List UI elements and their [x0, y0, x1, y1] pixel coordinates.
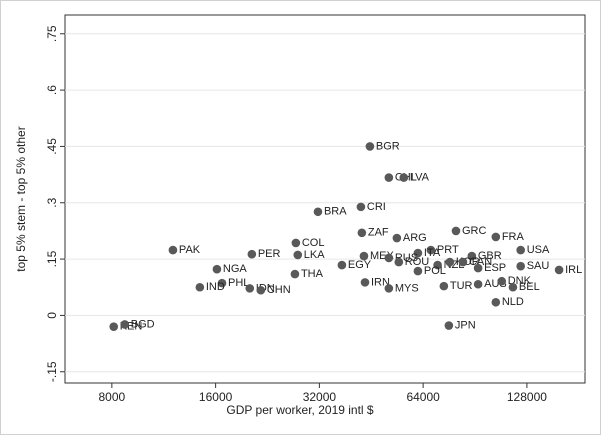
point-label: IRL: [565, 264, 582, 276]
plot-area: [64, 14, 586, 384]
x-axis-title: GDP per worker, 2019 intl $: [226, 403, 374, 417]
point-label: USA: [527, 244, 550, 256]
y-tick-label: .6: [45, 85, 59, 95]
point-label: LVA: [410, 172, 430, 184]
point: [554, 265, 564, 275]
point: [392, 233, 402, 243]
point: [473, 279, 483, 289]
point-label: ITA: [424, 247, 441, 259]
point: [293, 250, 303, 260]
point-label: BEL: [519, 281, 540, 293]
point-label: CHN: [267, 284, 291, 296]
point-label: ROU: [405, 256, 430, 268]
point: [247, 249, 257, 259]
point: [256, 285, 266, 295]
point-label: FRA: [502, 231, 525, 243]
point: [357, 228, 367, 238]
point-label: MYS: [395, 282, 419, 294]
point: [426, 245, 436, 255]
y-tick-label: .75: [45, 25, 59, 42]
point-label: IRN: [371, 276, 390, 288]
point-label: THA: [301, 268, 324, 280]
point-label: CRI: [367, 201, 386, 213]
point-label: PAK: [179, 244, 201, 256]
point: [384, 253, 394, 263]
point: [217, 278, 227, 288]
point-label: JPN: [455, 319, 476, 331]
y-tick-label: .3: [45, 197, 59, 207]
point: [120, 320, 130, 329]
point: [313, 207, 323, 217]
point-label: CAN: [469, 256, 492, 268]
x-tick-label: 64000: [406, 390, 440, 404]
point-label: NLD: [502, 296, 524, 308]
y-tick-label: .15: [45, 250, 59, 267]
point: [365, 142, 375, 151]
point-label: ZAF: [368, 227, 389, 239]
point: [497, 276, 507, 286]
point: [356, 202, 366, 212]
point: [491, 297, 501, 307]
point-label: ARG: [403, 232, 427, 244]
point-label: SAU: [527, 260, 550, 272]
x-tick-label: 8000: [99, 390, 126, 404]
point: [451, 226, 461, 236]
point-label: BGD: [131, 318, 155, 330]
y-axis-title: top 5% stem - top 5% other: [14, 126, 28, 271]
point: [413, 266, 423, 276]
y-tick-label: .45: [45, 138, 59, 155]
point: [491, 232, 501, 242]
y-tick-label: 0: [45, 312, 59, 319]
point-label: TUR: [450, 280, 473, 292]
point: [445, 257, 455, 267]
point-label: PHL: [228, 277, 249, 289]
point-label: EGY: [348, 259, 372, 271]
point: [195, 282, 205, 292]
x-tick-label: 16000: [199, 390, 233, 404]
point-label: PER: [258, 248, 281, 260]
point-label: GRC: [462, 225, 487, 237]
point: [245, 284, 255, 293]
point-label: BGR: [376, 140, 400, 152]
x-tick-label: 128000: [507, 390, 547, 404]
point-label: PRT: [437, 244, 459, 256]
point: [473, 263, 483, 273]
point: [413, 248, 423, 258]
point-label: ESP: [484, 262, 506, 274]
y-tick-label: -.15: [45, 361, 59, 382]
point: [439, 281, 449, 291]
point-label: GBR: [478, 250, 502, 262]
point: [508, 282, 518, 292]
point-label: LKA: [304, 249, 325, 261]
point: [433, 260, 442, 270]
point: [168, 245, 178, 255]
point-label: POL: [424, 265, 446, 277]
point: [337, 260, 347, 270]
point-label: IND: [206, 281, 225, 293]
point: [458, 257, 468, 267]
point-label: NGA: [223, 263, 248, 275]
point: [516, 245, 525, 255]
point: [444, 321, 454, 330]
point: [516, 261, 525, 271]
point: [109, 322, 119, 331]
point-label: COL: [302, 237, 325, 249]
point: [384, 173, 394, 182]
point: [291, 238, 301, 248]
point: [290, 269, 300, 279]
x-tick-label: 32000: [303, 390, 337, 404]
point: [467, 251, 477, 261]
point-label: BRA: [324, 206, 347, 218]
point: [359, 251, 369, 261]
point: [384, 284, 394, 293]
point: [399, 173, 409, 182]
point: [360, 278, 370, 287]
point: [212, 264, 222, 274]
point: [394, 257, 404, 267]
